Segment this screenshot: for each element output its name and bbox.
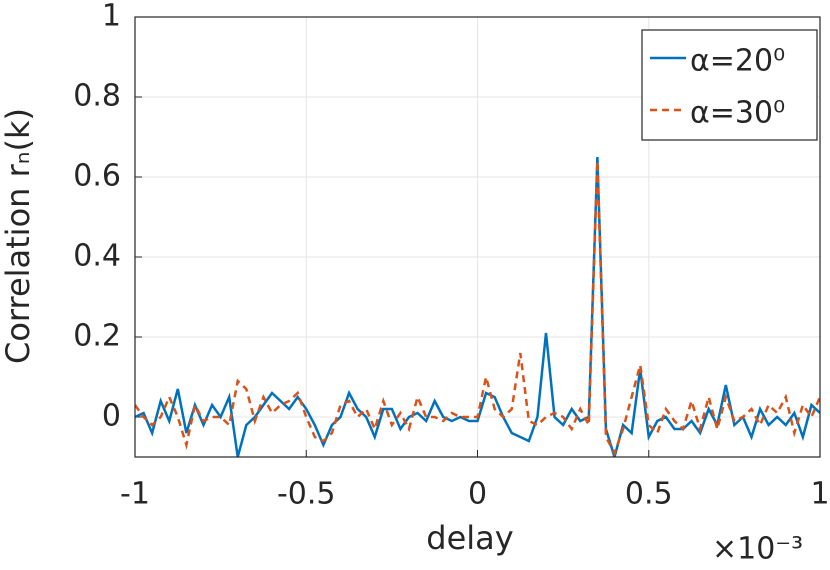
y-tick-label: 0.4 bbox=[73, 239, 121, 274]
legend-label: α=30⁰ bbox=[690, 96, 785, 131]
x-tick-label: -1 bbox=[120, 477, 150, 512]
y-tick-label: 0 bbox=[102, 399, 121, 434]
x-tick-label: 0.5 bbox=[625, 477, 673, 512]
y-axis-label: Correlation rₙ(k) bbox=[0, 108, 37, 364]
x-tick-label: 1 bbox=[810, 477, 829, 512]
y-tick-label: 0.2 bbox=[73, 319, 121, 354]
axes-box bbox=[134, 16, 821, 458]
x-axis-label: delay bbox=[426, 519, 513, 557]
x-tick-label: 0 bbox=[468, 477, 487, 512]
y-tick-label: 0.6 bbox=[73, 159, 121, 194]
x-tick-label: -0.5 bbox=[277, 477, 336, 512]
y-tick-label: 1 bbox=[102, 0, 121, 34]
x-multiplier: ×10⁻³ bbox=[712, 532, 803, 567]
legend-label: α=20⁰ bbox=[690, 44, 785, 79]
series-line bbox=[135, 160, 820, 457]
series-line bbox=[135, 156, 820, 457]
y-tick-label: 0.8 bbox=[73, 79, 121, 114]
legend-box bbox=[641, 29, 818, 141]
